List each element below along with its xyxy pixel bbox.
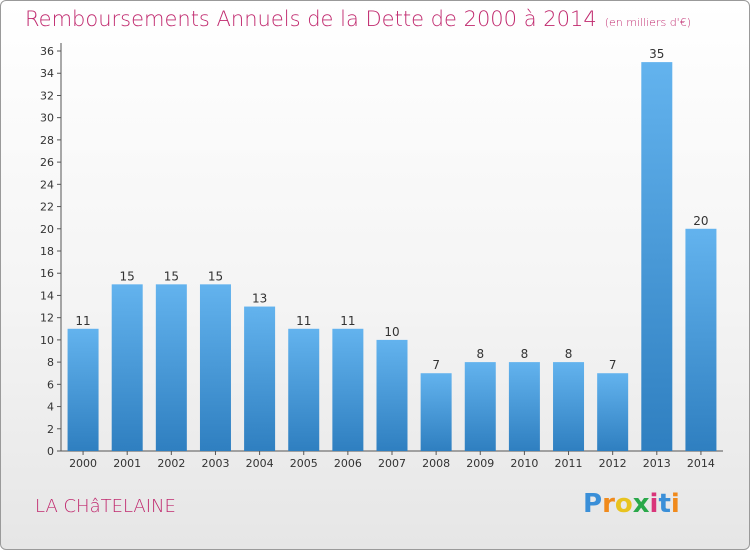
bar	[67, 328, 99, 451]
x-tick-label: 2004	[246, 457, 274, 470]
bar	[508, 362, 540, 451]
bar	[553, 362, 585, 451]
y-tick-label: 26	[40, 156, 54, 169]
logo-letter: t	[658, 489, 671, 519]
bar	[199, 284, 231, 451]
bar	[685, 228, 717, 451]
y-tick-label: 32	[40, 89, 54, 102]
x-tick-label: 2003	[201, 457, 229, 470]
bar	[464, 362, 496, 451]
x-tick-label: 2012	[599, 457, 627, 470]
y-tick-label: 28	[40, 134, 54, 147]
data-label: 20	[693, 214, 708, 228]
x-tick-label: 2013	[643, 457, 671, 470]
data-label: 7	[609, 358, 617, 372]
y-tick-label: 16	[40, 267, 54, 280]
data-label: 10	[384, 325, 399, 339]
data-label: 15	[120, 269, 135, 283]
data-label: 8	[476, 347, 484, 361]
data-label: 8	[521, 347, 529, 361]
bar	[288, 328, 320, 451]
y-tick-label: 18	[40, 245, 54, 258]
y-tick-label: 0	[47, 445, 54, 458]
y-tick-label: 22	[40, 201, 54, 214]
y-tick-label: 4	[47, 401, 54, 414]
x-tick-label: 2006	[334, 457, 362, 470]
data-label: 13	[252, 292, 267, 306]
title-text: Remboursements Annuels de la Dette de 20…	[25, 7, 597, 31]
bar	[376, 339, 408, 451]
y-tick-label: 14	[40, 289, 54, 302]
data-label: 7	[432, 358, 440, 372]
proxiti-logo: Proxiti	[583, 489, 680, 519]
data-label: 15	[208, 269, 223, 283]
y-tick-label: 20	[40, 223, 54, 236]
x-tick-label: 2014	[687, 457, 715, 470]
logo-letter: o	[614, 489, 633, 519]
y-tick-label: 10	[40, 334, 54, 347]
chart-title: Remboursements Annuels de la Dette de 20…	[25, 7, 691, 31]
x-tick-label: 2008	[422, 457, 450, 470]
y-tick-label: 34	[40, 67, 54, 80]
data-label: 35	[649, 47, 664, 61]
logo-letter: x	[632, 489, 650, 519]
bar	[111, 284, 143, 451]
y-tick-label: 8	[47, 356, 54, 369]
title-unit: (en milliers d'€)	[604, 16, 691, 29]
data-label: 8	[565, 347, 573, 361]
bar	[155, 284, 187, 451]
data-label: 11	[75, 314, 90, 328]
y-tick-label: 36	[40, 45, 54, 58]
logo-letter: r	[602, 489, 615, 519]
logo-letter: P	[583, 489, 603, 519]
x-tick-label: 2007	[378, 457, 406, 470]
y-tick-label: 24	[40, 178, 54, 191]
bar	[332, 328, 364, 451]
x-tick-label: 2002	[157, 457, 185, 470]
y-tick-label: 2	[47, 423, 54, 436]
commune-name: LA CHâTELAINE	[35, 496, 176, 517]
y-tick-label: 6	[47, 378, 54, 391]
bar	[641, 62, 673, 451]
y-tick-label: 12	[40, 312, 54, 325]
x-tick-label: 2011	[555, 457, 583, 470]
bar	[597, 373, 629, 451]
logo-letter: i	[670, 489, 680, 519]
data-label: 11	[296, 314, 311, 328]
logo-letter: i	[649, 489, 659, 519]
bar	[420, 373, 452, 451]
x-tick-label: 2000	[69, 457, 97, 470]
y-tick-label: 30	[40, 112, 54, 125]
x-tick-label: 2001	[113, 457, 141, 470]
data-label: 15	[164, 269, 179, 283]
x-tick-label: 2005	[290, 457, 318, 470]
x-tick-label: 2009	[466, 457, 494, 470]
bar	[244, 306, 276, 451]
x-tick-label: 2010	[510, 457, 538, 470]
data-label: 11	[340, 314, 355, 328]
